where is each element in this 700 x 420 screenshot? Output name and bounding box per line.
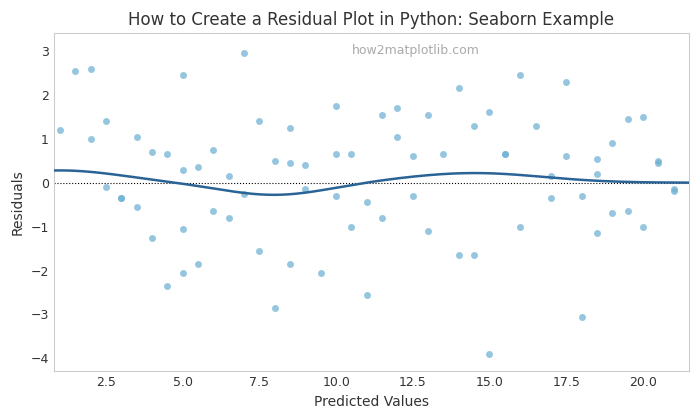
- Point: [162, 151, 173, 158]
- Point: [622, 116, 633, 122]
- X-axis label: Predicted Values: Predicted Values: [314, 395, 429, 409]
- Point: [55, 127, 66, 134]
- Point: [330, 151, 342, 158]
- Point: [208, 147, 219, 153]
- Point: [607, 140, 618, 147]
- Point: [592, 230, 603, 236]
- Point: [254, 118, 265, 125]
- Point: [453, 252, 464, 258]
- Point: [377, 215, 388, 221]
- Point: [101, 184, 112, 190]
- Point: [146, 149, 158, 155]
- Point: [438, 151, 449, 158]
- Point: [330, 102, 342, 109]
- Point: [177, 269, 188, 276]
- Point: [530, 122, 541, 129]
- Point: [131, 203, 142, 210]
- Point: [284, 260, 295, 267]
- Point: [116, 195, 127, 202]
- Y-axis label: Residuals: Residuals: [11, 170, 25, 235]
- Point: [592, 155, 603, 162]
- Point: [484, 351, 495, 357]
- Point: [499, 151, 510, 158]
- Point: [561, 153, 572, 160]
- Point: [85, 65, 97, 72]
- Point: [407, 153, 419, 160]
- Point: [652, 160, 664, 166]
- Point: [223, 215, 235, 221]
- Point: [239, 190, 250, 197]
- Point: [668, 188, 679, 195]
- Point: [607, 210, 618, 217]
- Point: [239, 50, 250, 57]
- Text: how2matplotlib.com: how2matplotlib.com: [352, 44, 480, 57]
- Point: [637, 113, 648, 120]
- Point: [131, 133, 142, 140]
- Point: [637, 223, 648, 230]
- Point: [146, 234, 158, 241]
- Point: [545, 173, 557, 179]
- Point: [101, 118, 112, 125]
- Point: [116, 195, 127, 202]
- Point: [561, 79, 572, 85]
- Point: [592, 171, 603, 177]
- Point: [453, 85, 464, 92]
- Point: [284, 160, 295, 166]
- Point: [423, 111, 434, 118]
- Point: [177, 166, 188, 173]
- Title: How to Create a Residual Plot in Python: Seaborn Example: How to Create a Residual Plot in Python:…: [128, 11, 615, 29]
- Point: [576, 313, 587, 320]
- Point: [468, 122, 480, 129]
- Point: [423, 228, 434, 234]
- Point: [499, 151, 510, 158]
- Point: [177, 72, 188, 79]
- Point: [315, 269, 326, 276]
- Point: [361, 291, 372, 298]
- Point: [468, 252, 480, 258]
- Point: [70, 67, 81, 74]
- Point: [392, 105, 403, 111]
- Point: [270, 158, 281, 164]
- Point: [407, 192, 419, 199]
- Point: [545, 195, 557, 202]
- Point: [223, 173, 235, 179]
- Point: [193, 260, 204, 267]
- Point: [85, 135, 97, 142]
- Point: [254, 247, 265, 254]
- Point: [514, 223, 526, 230]
- Point: [484, 109, 495, 116]
- Point: [361, 199, 372, 206]
- Point: [514, 72, 526, 79]
- Point: [208, 208, 219, 215]
- Point: [346, 223, 357, 230]
- Point: [300, 186, 311, 193]
- Point: [177, 226, 188, 232]
- Point: [346, 151, 357, 158]
- Point: [284, 124, 295, 131]
- Point: [270, 304, 281, 311]
- Point: [330, 192, 342, 199]
- Point: [377, 111, 388, 118]
- Point: [162, 283, 173, 289]
- Point: [300, 162, 311, 168]
- Point: [652, 158, 664, 164]
- Point: [392, 133, 403, 140]
- Point: [576, 192, 587, 199]
- Point: [622, 208, 633, 215]
- Point: [193, 164, 204, 171]
- Point: [668, 186, 679, 193]
